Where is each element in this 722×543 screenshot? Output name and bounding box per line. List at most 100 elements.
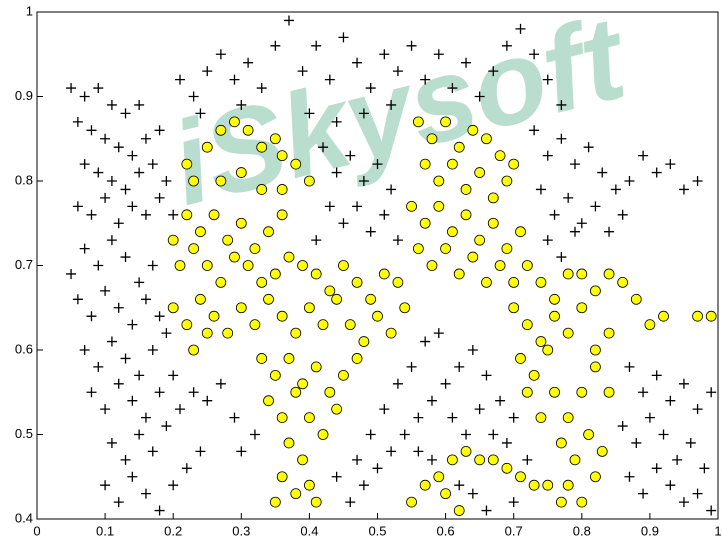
x-tick-label: 0.3 — [232, 523, 250, 538]
plus-marker — [358, 108, 369, 119]
plus-marker — [229, 412, 240, 423]
circle-marker — [617, 276, 629, 288]
circle-marker — [501, 175, 513, 187]
circle-marker — [481, 133, 492, 145]
x-tick-label: 0.1 — [96, 523, 114, 538]
plus-marker — [147, 345, 158, 355]
plus-marker — [106, 336, 117, 347]
plus-marker — [392, 235, 403, 246]
y-tick-label: 0.6 — [15, 341, 33, 356]
plus-marker — [188, 91, 199, 102]
plus-marker — [134, 429, 145, 440]
plus-marker — [140, 133, 151, 144]
plus-marker — [106, 176, 117, 186]
plus-marker — [678, 184, 689, 195]
circle-marker — [283, 353, 295, 364]
plus-marker — [140, 488, 151, 499]
plus-marker — [324, 201, 335, 212]
circle-marker — [256, 276, 268, 288]
circle-marker — [487, 454, 499, 466]
circle-marker — [331, 403, 343, 415]
circle-marker — [290, 386, 302, 398]
plus-marker — [66, 83, 77, 94]
plus-marker — [195, 108, 206, 119]
circle-marker — [208, 209, 220, 221]
plus-marker — [175, 404, 186, 415]
plus-marker — [392, 66, 403, 77]
circle-marker — [501, 462, 513, 474]
plus-marker — [134, 277, 145, 288]
circle-marker — [297, 454, 308, 466]
plus-marker — [352, 454, 363, 465]
plus-marker — [365, 83, 376, 94]
plus-marker — [140, 209, 151, 220]
plus-marker — [100, 404, 111, 415]
plus-marker — [215, 378, 226, 389]
plus-marker — [113, 302, 124, 313]
plus-marker — [100, 285, 111, 296]
circle-marker — [419, 479, 431, 491]
plus-marker — [624, 471, 635, 482]
plus-marker — [495, 395, 506, 406]
circle-marker — [338, 369, 349, 381]
circle-marker — [406, 496, 417, 508]
circle-marker — [290, 488, 302, 500]
circle-marker — [372, 310, 383, 322]
circle-marker — [181, 158, 193, 170]
plus-marker — [79, 159, 90, 170]
y-tick-label: 0.5 — [15, 426, 33, 441]
circle-marker — [487, 192, 499, 204]
circle-marker — [590, 471, 601, 483]
circle-marker — [317, 319, 329, 331]
circle-marker — [167, 302, 179, 314]
plus-marker — [392, 378, 403, 389]
circle-marker — [562, 327, 574, 339]
plus-marker — [549, 209, 560, 220]
plus-marker — [188, 387, 199, 398]
plus-marker — [399, 429, 410, 440]
x-tick-label: 0.4 — [300, 523, 318, 538]
plus-marker — [120, 108, 131, 119]
circle-marker — [290, 327, 302, 339]
circle-marker — [269, 496, 281, 508]
plus-marker — [379, 209, 390, 220]
y-tick-label: 1 — [26, 3, 33, 18]
circle-marker — [269, 369, 281, 381]
plus-marker — [168, 370, 179, 381]
circle-marker — [181, 209, 193, 221]
circle-marker — [399, 302, 411, 314]
circle-marker — [263, 226, 274, 238]
plus-marker — [631, 437, 642, 448]
circle-marker — [583, 429, 595, 440]
circle-marker — [324, 285, 336, 297]
circle-marker — [297, 260, 308, 271]
x-tick-label: 0.9 — [641, 523, 659, 538]
circle-marker — [440, 243, 452, 255]
y-tick-label: 0.8 — [15, 172, 33, 187]
plus-marker — [154, 192, 165, 203]
plus-marker — [658, 429, 669, 440]
circle-marker — [549, 310, 560, 322]
y-tick-label: 0.9 — [15, 88, 33, 103]
circle-marker — [174, 260, 186, 271]
circle-marker — [242, 260, 254, 271]
plus-marker — [651, 167, 662, 178]
plus-marker — [583, 142, 594, 153]
plus-marker — [420, 336, 431, 347]
circle-marker — [276, 209, 288, 221]
plus-marker — [86, 311, 97, 322]
plus-marker — [93, 83, 104, 94]
plus-marker — [195, 446, 206, 457]
plus-marker — [529, 125, 540, 136]
circle-marker — [310, 268, 322, 280]
plus-marker — [93, 361, 104, 372]
circle-marker — [440, 116, 452, 128]
plus-marker — [134, 167, 145, 178]
circle-marker — [576, 302, 588, 314]
plus-marker — [386, 446, 397, 457]
plus-marker — [229, 74, 240, 85]
circle-marker — [596, 445, 608, 457]
plus-marker — [413, 412, 424, 423]
plus-marker — [481, 505, 492, 516]
circle-marker — [542, 344, 554, 356]
